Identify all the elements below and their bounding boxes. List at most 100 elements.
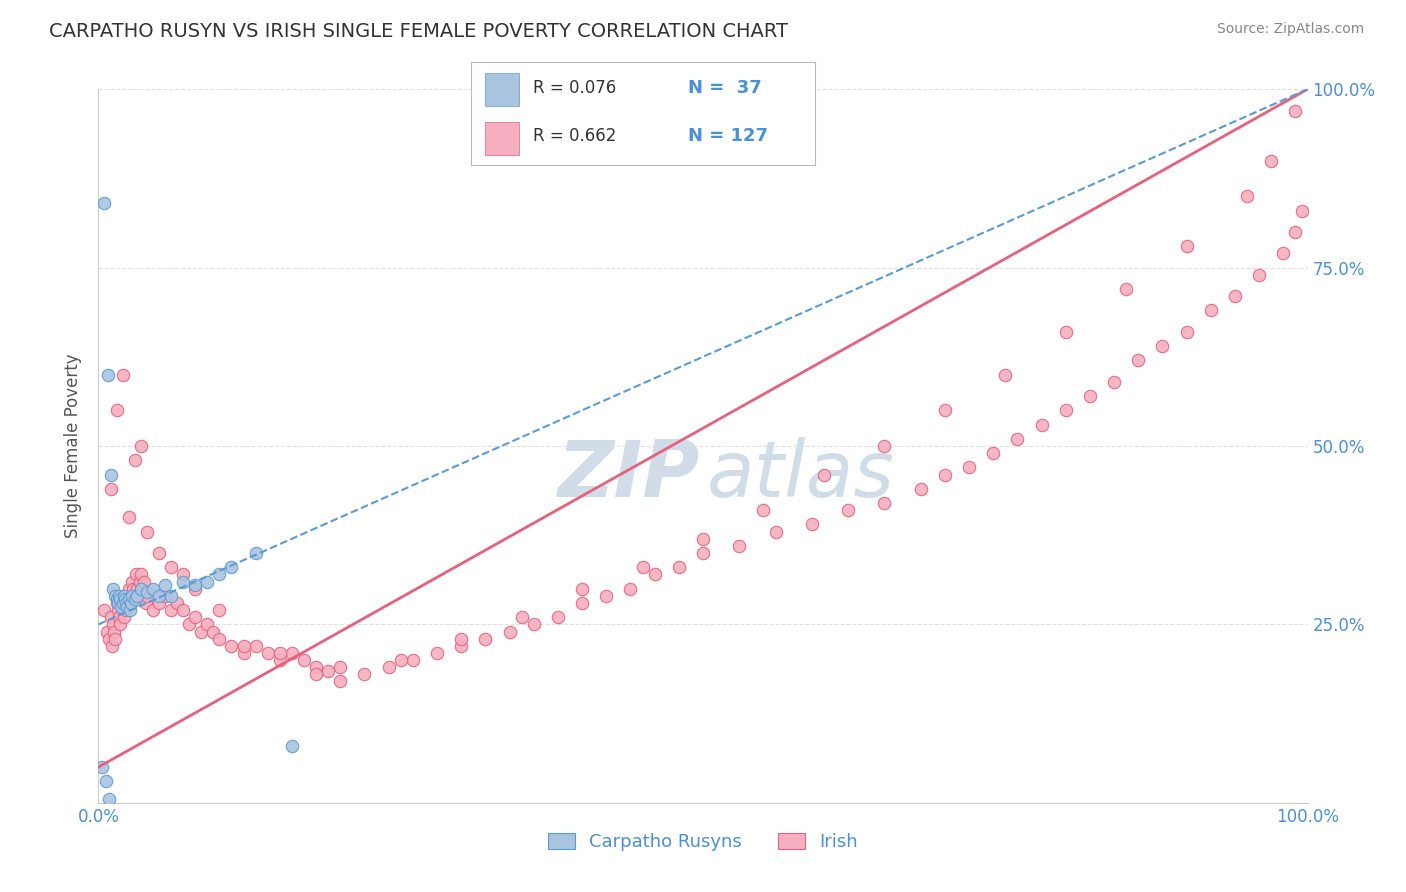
- Point: [110, 596, 132, 610]
- Point: [256, 646, 278, 660]
- Point: [1152, 339, 1174, 353]
- Point: [281, 739, 304, 753]
- Text: N = 127: N = 127: [688, 128, 768, 145]
- Point: [127, 589, 149, 603]
- Point: [873, 496, 896, 510]
- Point: [1284, 225, 1306, 239]
- Point: [115, 596, 138, 610]
- Point: [316, 664, 339, 678]
- Point: [1175, 239, 1198, 253]
- Point: [108, 589, 131, 603]
- Point: [1199, 303, 1222, 318]
- Point: [129, 439, 152, 453]
- Point: [547, 610, 569, 624]
- Point: [1272, 246, 1295, 260]
- Y-axis label: Single Female Poverty: Single Female Poverty: [65, 354, 83, 538]
- Point: [117, 596, 139, 610]
- Point: [402, 653, 425, 667]
- Point: [120, 596, 142, 610]
- Text: CARPATHO RUSYN VS IRISH SINGLE FEMALE POVERTY CORRELATION CHART: CARPATHO RUSYN VS IRISH SINGLE FEMALE PO…: [49, 22, 789, 41]
- Point: [117, 599, 139, 614]
- Point: [118, 592, 141, 607]
- Point: [100, 639, 122, 653]
- Point: [450, 632, 472, 646]
- Point: [389, 653, 412, 667]
- Point: [135, 585, 157, 599]
- Point: [132, 589, 155, 603]
- Point: [1175, 325, 1198, 339]
- Point: [1115, 282, 1137, 296]
- Point: [571, 596, 593, 610]
- Point: [1054, 325, 1077, 339]
- Point: [221, 639, 243, 653]
- Point: [129, 567, 152, 582]
- Point: [245, 639, 267, 653]
- Point: [232, 646, 254, 660]
- Point: [98, 632, 121, 646]
- Point: [305, 667, 328, 681]
- Text: Source: ZipAtlas.com: Source: ZipAtlas.com: [1216, 22, 1364, 37]
- Point: [104, 589, 127, 603]
- Point: [153, 578, 176, 592]
- Point: [195, 574, 218, 589]
- Text: N =  37: N = 37: [688, 79, 762, 97]
- Point: [112, 610, 135, 624]
- Point: [179, 617, 201, 632]
- Point: [571, 582, 593, 596]
- Point: [98, 792, 121, 806]
- Point: [118, 510, 141, 524]
- Point: [245, 546, 267, 560]
- Point: [172, 567, 194, 582]
- Point: [269, 653, 291, 667]
- Point: [292, 653, 315, 667]
- Point: [202, 624, 225, 639]
- Point: [131, 582, 153, 596]
- Point: [115, 603, 138, 617]
- Point: [208, 632, 231, 646]
- Point: [765, 524, 787, 539]
- Point: [221, 560, 243, 574]
- Point: [160, 589, 183, 603]
- Point: [124, 453, 146, 467]
- Point: [329, 660, 352, 674]
- Point: [728, 539, 751, 553]
- Point: [96, 624, 118, 639]
- Point: [837, 503, 859, 517]
- Point: [1078, 389, 1101, 403]
- Point: [1102, 375, 1125, 389]
- Point: [510, 610, 533, 624]
- Point: [1223, 289, 1246, 303]
- Point: [128, 574, 150, 589]
- Point: [1236, 189, 1258, 203]
- Text: R = 0.076: R = 0.076: [533, 79, 616, 97]
- Point: [172, 603, 194, 617]
- Point: [107, 603, 129, 617]
- Point: [122, 582, 145, 596]
- Point: [934, 403, 956, 417]
- Point: [148, 596, 170, 610]
- Point: [97, 368, 120, 382]
- Point: [1054, 403, 1077, 417]
- Point: [125, 567, 148, 582]
- Point: [910, 482, 932, 496]
- Point: [208, 567, 231, 582]
- Point: [208, 603, 231, 617]
- Point: [105, 596, 128, 610]
- Point: [873, 439, 896, 453]
- Point: [93, 196, 115, 211]
- Point: [121, 589, 143, 603]
- Point: [523, 617, 546, 632]
- Point: [269, 646, 291, 660]
- Point: [377, 660, 399, 674]
- Point: [118, 582, 141, 596]
- Point: [184, 582, 207, 596]
- Point: [957, 460, 980, 475]
- Point: [142, 603, 165, 617]
- Bar: [485, 73, 519, 105]
- Point: [114, 589, 136, 603]
- Point: [118, 589, 141, 603]
- Text: atlas: atlas: [707, 436, 894, 513]
- Point: [329, 674, 352, 689]
- Point: [813, 467, 835, 482]
- Point: [692, 532, 714, 546]
